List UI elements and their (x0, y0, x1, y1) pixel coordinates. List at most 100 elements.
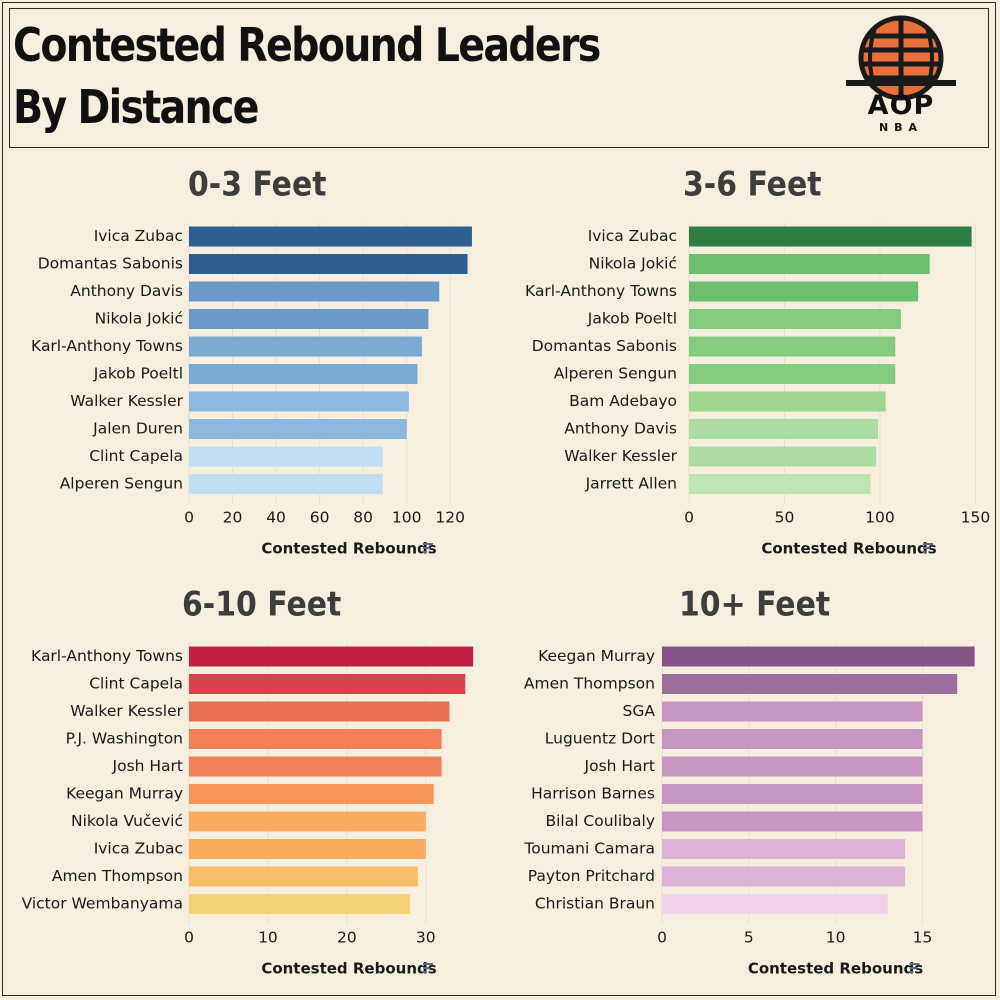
category-label-sga: SGA (623, 702, 656, 720)
chart-10-plus-feet: 10+ Feet Keegan Murray Amen Thompson SGA Lug… (523, 584, 975, 978)
category-label-amen-thompson: Amen Thompson (524, 675, 655, 693)
category-label-harrison-barnes: Harrison Barnes (531, 785, 655, 803)
bar-nikola-jokic (189, 309, 429, 329)
basketball-icon (846, 15, 956, 101)
category-label-walker-kessler: Walker Kessler (564, 447, 677, 465)
x-axis-label: Contested Rebounds (761, 540, 936, 558)
category-label-toumani-camara: Toumani Camara (523, 840, 655, 858)
category-label-ivica-zubac: Ivica Zubac (94, 227, 183, 245)
chart-title: 6-10 Feet (182, 584, 341, 624)
bar-payton-pritchard (662, 866, 906, 887)
category-label-p-j-washington: P.J. Washington (66, 730, 183, 748)
bar-victor-wembanyama (189, 894, 411, 914)
page-title-line-1: Contested Rebound Leaders (13, 18, 601, 72)
category-label-bilal-coulibaly: Bilal Coulibaly (545, 812, 655, 830)
category-label-jalen-duren: Jalen Duren (92, 420, 183, 438)
bar-walker-kessler (189, 701, 450, 722)
category-label-payton-pritchard: Payton Pritchard (528, 867, 655, 885)
sort-icon[interactable] (423, 963, 433, 973)
x-axis-label: Contested Rebounds (748, 960, 923, 978)
category-label-bam-adebayo: Bam Adebayo (569, 392, 677, 410)
category-label-josh-hart: Josh Hart (112, 757, 183, 775)
category-label-walker-kessler: Walker Kessler (70, 392, 183, 410)
category-label-keegan-murray: Keegan Murray (66, 785, 183, 803)
tick-label-80: 80 (353, 509, 373, 527)
tick-label-5: 5 (744, 929, 754, 947)
bar-anthony-davis (189, 281, 440, 302)
header-frame (9, 8, 989, 148)
tick-label-50: 50 (775, 509, 795, 527)
bar-jarrett-allen (689, 474, 871, 494)
category-label-nikola-jokic: Nikola Jokić (589, 255, 677, 273)
category-label-karl-anthony-towns: Karl-Anthony Towns (525, 282, 677, 300)
sort-icon[interactable] (423, 543, 433, 553)
bar-harrison-barnes (662, 784, 923, 804)
bar-keegan-murray (662, 646, 975, 667)
bar-anthony-davis (689, 419, 879, 439)
category-label-jakob-poeltl: Jakob Poeltl (587, 310, 677, 328)
bar-bam-adebayo (689, 391, 886, 412)
bar-clint-capela (189, 446, 383, 467)
bar-josh-hart (662, 756, 923, 777)
tick-label-0: 0 (184, 509, 194, 527)
tick-label-10: 10 (258, 929, 278, 947)
chart-6-10-feet: 6-10 Feet Karl-Anthony Towns Clint Capela W… (22, 584, 474, 978)
bar-karl-anthony-towns (689, 281, 919, 302)
category-label-keegan-murray: Keegan Murray (538, 647, 655, 665)
category-label-karl-anthony-towns: Karl-Anthony Towns (31, 647, 183, 665)
bar-ivica-zubac (189, 839, 426, 859)
category-label-josh-hart: Josh Hart (584, 757, 655, 775)
category-label-jarrett-allen: Jarrett Allen (585, 475, 677, 493)
category-label-nikola-jokic: Nikola Jokić (95, 310, 183, 328)
tick-label-0: 0 (184, 929, 194, 947)
bar-domantas-sabonis (689, 336, 896, 357)
category-label-ivica-zubac: Ivica Zubac (588, 227, 677, 245)
sort-icon[interactable] (909, 963, 920, 973)
bar-walker-kessler (189, 391, 409, 412)
bar-keegan-murray (189, 784, 434, 804)
sort-icon[interactable] (923, 543, 933, 553)
tick-label-150: 150 (961, 509, 991, 527)
tick-label-30: 30 (416, 929, 436, 947)
category-label-christian-braun: Christian Braun (535, 895, 655, 913)
bar-nikola-jokic (689, 254, 930, 274)
tick-label-20: 20 (337, 929, 357, 947)
tick-label-15: 15 (913, 929, 933, 947)
bar-sga (662, 701, 923, 722)
bar-bilal-coulibaly (662, 811, 923, 832)
bar-alperen-sengun (689, 364, 896, 384)
tick-label-10: 10 (826, 929, 846, 947)
chart-3-6-feet: 3-6 Feet Ivica Zubac Nikola Jokić Karl-Anth… (525, 164, 991, 558)
bar-luguentz-dort (662, 729, 923, 749)
bar-amen-thompson (189, 866, 418, 887)
category-label-victor-wembanyama: Victor Wembanyama (22, 895, 183, 913)
bar-clint-capela (189, 674, 466, 694)
tick-label-100: 100 (865, 509, 895, 527)
category-label-luguentz-dort: Luguentz Dort (545, 730, 655, 748)
chart-0-3-feet: 0-3 Feet Ivica Zubac Domantas Sabonis Antho… (31, 164, 472, 558)
bar-toumani-camara (662, 839, 906, 859)
category-label-domantas-sabonis: Domantas Sabonis (532, 337, 677, 355)
category-label-anthony-davis: Anthony Davis (70, 282, 183, 300)
tick-label-0: 0 (684, 509, 694, 527)
bar-jalen-duren (189, 419, 407, 439)
bar-christian-braun (662, 894, 888, 914)
category-label-clint-capela: Clint Capela (89, 675, 183, 693)
tick-label-20: 20 (223, 509, 243, 527)
bar-nikola-vucevic (189, 811, 426, 832)
bar-ivica-zubac (689, 226, 972, 247)
tick-label-40: 40 (266, 509, 286, 527)
bar-alperen-sengun (189, 474, 383, 494)
bar-walker-kessler (689, 446, 877, 467)
category-label-amen-thompson: Amen Thompson (52, 867, 183, 885)
category-label-nikola-vucevic: Nikola Vučević (71, 812, 183, 830)
category-label-ivica-zubac: Ivica Zubac (94, 840, 183, 858)
category-label-alperen-sengun: Alperen Sengun (554, 365, 677, 383)
category-label-jakob-poeltl: Jakob Poeltl (93, 365, 183, 383)
page-title-line-2: By Distance (13, 80, 260, 134)
tick-label-100: 100 (392, 509, 422, 527)
bar-jakob-poeltl (689, 309, 901, 329)
logo-text: AOP (867, 90, 935, 121)
x-axis-label: Contested Rebounds (261, 960, 436, 978)
